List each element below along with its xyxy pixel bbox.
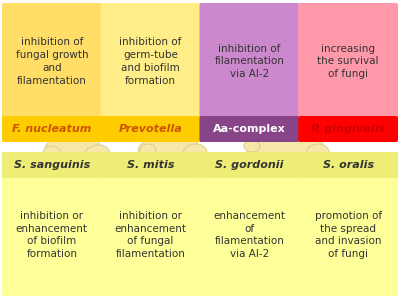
Text: inhibition of
fungal growth
and
filamentation: inhibition of fungal growth and filament… xyxy=(16,37,88,86)
FancyBboxPatch shape xyxy=(200,3,299,142)
FancyBboxPatch shape xyxy=(200,152,299,296)
FancyBboxPatch shape xyxy=(200,116,299,142)
Ellipse shape xyxy=(43,146,61,160)
Text: Aa-complex: Aa-complex xyxy=(213,124,286,134)
Ellipse shape xyxy=(247,136,323,160)
Ellipse shape xyxy=(244,140,260,152)
Text: P. gingivalis: P. gingivalis xyxy=(311,124,385,134)
Text: inhibition or
enhancement
of fungal
filamentation: inhibition or enhancement of fungal fila… xyxy=(115,211,187,259)
Ellipse shape xyxy=(44,129,100,165)
FancyBboxPatch shape xyxy=(298,116,398,142)
Text: Prevotella: Prevotella xyxy=(119,124,182,134)
FancyBboxPatch shape xyxy=(200,152,299,178)
Text: inhibition of
filamentation
via AI-2: inhibition of filamentation via AI-2 xyxy=(214,44,284,79)
Text: F. nucleatum: F. nucleatum xyxy=(12,124,92,134)
FancyBboxPatch shape xyxy=(2,3,102,142)
Text: S. mitis: S. mitis xyxy=(127,160,174,170)
FancyBboxPatch shape xyxy=(298,152,398,296)
FancyBboxPatch shape xyxy=(2,152,102,296)
Text: increasing
the survival
of fungi: increasing the survival of fungi xyxy=(317,44,379,79)
Text: inhibition or
enhancement
of biofilm
formation: inhibition or enhancement of biofilm for… xyxy=(16,211,88,259)
Text: S. oralis: S. oralis xyxy=(322,160,374,170)
FancyBboxPatch shape xyxy=(101,152,200,178)
Ellipse shape xyxy=(84,145,110,165)
FancyBboxPatch shape xyxy=(101,116,200,142)
Ellipse shape xyxy=(183,144,207,162)
Text: inhibition of
germ-tube
and biofilm
formation: inhibition of germ-tube and biofilm form… xyxy=(120,37,182,86)
FancyBboxPatch shape xyxy=(101,3,200,142)
FancyBboxPatch shape xyxy=(2,152,102,178)
FancyBboxPatch shape xyxy=(2,116,102,142)
Text: S. gordonii: S. gordonii xyxy=(215,160,284,170)
Text: S. sanguinis: S. sanguinis xyxy=(14,160,90,170)
Text: enhancement
of
filamentation
via AI-2: enhancement of filamentation via AI-2 xyxy=(213,211,285,259)
Ellipse shape xyxy=(140,144,156,156)
Ellipse shape xyxy=(138,132,198,160)
Ellipse shape xyxy=(307,144,329,160)
FancyBboxPatch shape xyxy=(101,152,200,296)
FancyBboxPatch shape xyxy=(298,3,398,142)
FancyBboxPatch shape xyxy=(298,152,398,178)
Text: promotion of
the spread
and invasion
of fungi: promotion of the spread and invasion of … xyxy=(314,211,382,259)
